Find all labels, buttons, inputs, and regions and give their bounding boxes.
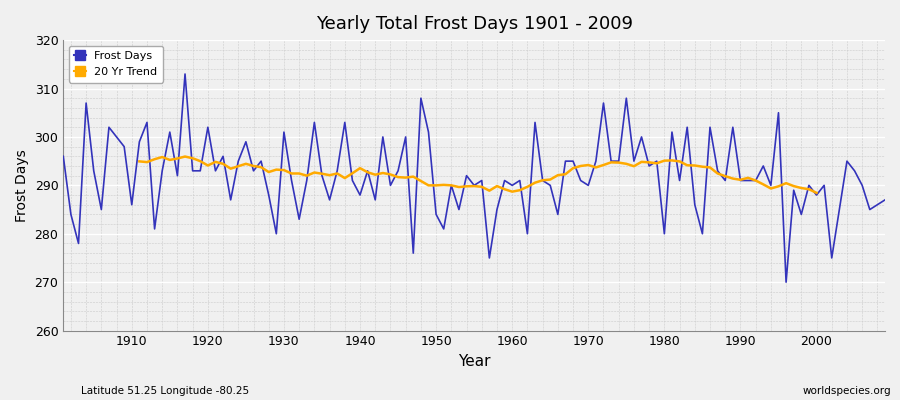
Title: Yearly Total Frost Days 1901 - 2009: Yearly Total Frost Days 1901 - 2009 — [316, 15, 633, 33]
Text: worldspecies.org: worldspecies.org — [803, 386, 891, 396]
X-axis label: Year: Year — [458, 354, 491, 369]
Y-axis label: Frost Days: Frost Days — [15, 149, 29, 222]
Legend: Frost Days, 20 Yr Trend: Frost Days, 20 Yr Trend — [68, 46, 163, 82]
Text: Latitude 51.25 Longitude -80.25: Latitude 51.25 Longitude -80.25 — [81, 386, 249, 396]
